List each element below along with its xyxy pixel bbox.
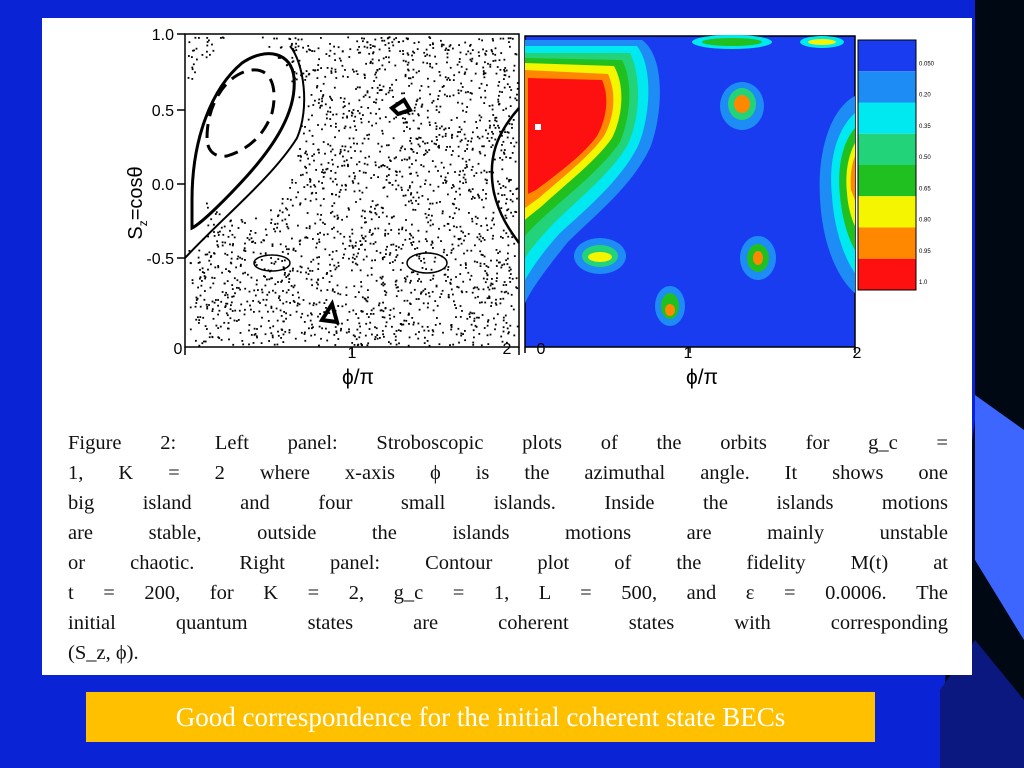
small-island-2 xyxy=(318,299,340,325)
y-axis-label: Sz=cosθ xyxy=(125,166,150,239)
chaotic-scatter xyxy=(187,36,519,347)
colorbar-swatch xyxy=(858,258,916,290)
caption-line: or chaotic. Right panel: Contour plot of… xyxy=(68,552,948,574)
colorbar-swatch xyxy=(858,165,916,197)
x-axis-label-left: ϕ/π xyxy=(342,366,374,389)
right-edge-island-contour xyxy=(819,96,855,293)
colorbar-label: 0.65 xyxy=(919,186,931,192)
colorbar-label: 0.35 xyxy=(919,124,931,130)
separatrix-right xyxy=(490,107,521,244)
separatrix-left xyxy=(184,45,306,259)
colorbar-label: 0.95 xyxy=(919,249,931,255)
y-tick-3: 0.0 xyxy=(152,177,174,194)
right-panel: 0 1 2 ϕ/π 0.050 0.20 0.35 0.50 0.65 0.80 0.95 1… xyxy=(524,35,935,389)
colorbar-label: 0.50 xyxy=(919,155,931,161)
colorbar-swatch xyxy=(858,102,916,134)
colorbar-label: 1.0 xyxy=(919,280,928,286)
caption-line: (S_z, ϕ). xyxy=(68,642,139,664)
figure-caption: Figure 2: Left panel: Stroboscopic plots… xyxy=(68,428,948,668)
colorbar-label: 0.050 xyxy=(919,61,935,67)
top-island-contours xyxy=(692,35,844,49)
colorbar-label: 0.80 xyxy=(919,218,931,224)
caption-line: big island and four small islands. Insid… xyxy=(68,492,948,514)
colorbar-swatch xyxy=(858,196,916,228)
caption-line: Figure 2: Left panel: Stroboscopic plots… xyxy=(68,432,948,454)
y-tick-4: -0.5 xyxy=(146,251,174,268)
colorbar-swatch xyxy=(858,133,916,165)
x-tick-right-0: 0 xyxy=(537,341,546,358)
big-island-contour xyxy=(525,40,660,303)
caption-line: 1, K = 2 where x-axis ϕ is the azimuthal… xyxy=(68,462,948,484)
y-tick-1: 1.0 xyxy=(152,27,174,44)
x-tick-right-2: 2 xyxy=(853,345,862,362)
callout-box: Good correspondence for the initial cohe… xyxy=(86,692,875,742)
y-tick-2: 0.5 xyxy=(152,103,174,120)
x-tick-left-2: 2 xyxy=(503,341,512,358)
x-axis-label-right: ϕ/π xyxy=(686,366,718,389)
figure-plots: 1.0 0.5 0.0 -0.5 0 1 2 ϕ/π Sz=cosθ xyxy=(125,27,935,389)
small-island-1 xyxy=(388,97,413,117)
colorbar-swatch xyxy=(858,71,916,103)
colorbar-label: 0.20 xyxy=(919,93,931,99)
x-tick-right-1: 1 xyxy=(684,345,693,362)
small-island-contours xyxy=(574,82,776,326)
colorbar-swatch xyxy=(858,227,916,259)
figure-panel: 1.0 0.5 0.0 -0.5 0 1 2 ϕ/π Sz=cosθ xyxy=(42,18,972,675)
x-tick-left-0: 0 xyxy=(174,341,183,358)
caption-line: initial quantum states are coherent stat… xyxy=(68,612,948,634)
small-island-4 xyxy=(406,252,448,274)
small-island-3 xyxy=(253,254,291,272)
big-island-outer xyxy=(190,52,296,231)
big-island-inner xyxy=(205,68,276,158)
x-tick-left-1: 1 xyxy=(348,345,357,362)
colorbar-swatch xyxy=(858,40,916,72)
caption-line: t = 200, for K = 2, g_c = 1, L = 500, an… xyxy=(68,582,948,604)
colorbar: 0.050 0.20 0.35 0.50 0.65 0.80 0.95 1.0 xyxy=(857,39,935,291)
left-panel: 1.0 0.5 0.0 -0.5 0 1 2 ϕ/π Sz=cosθ xyxy=(125,27,521,389)
caption-line: are stable, outside the islands motions … xyxy=(68,522,948,544)
